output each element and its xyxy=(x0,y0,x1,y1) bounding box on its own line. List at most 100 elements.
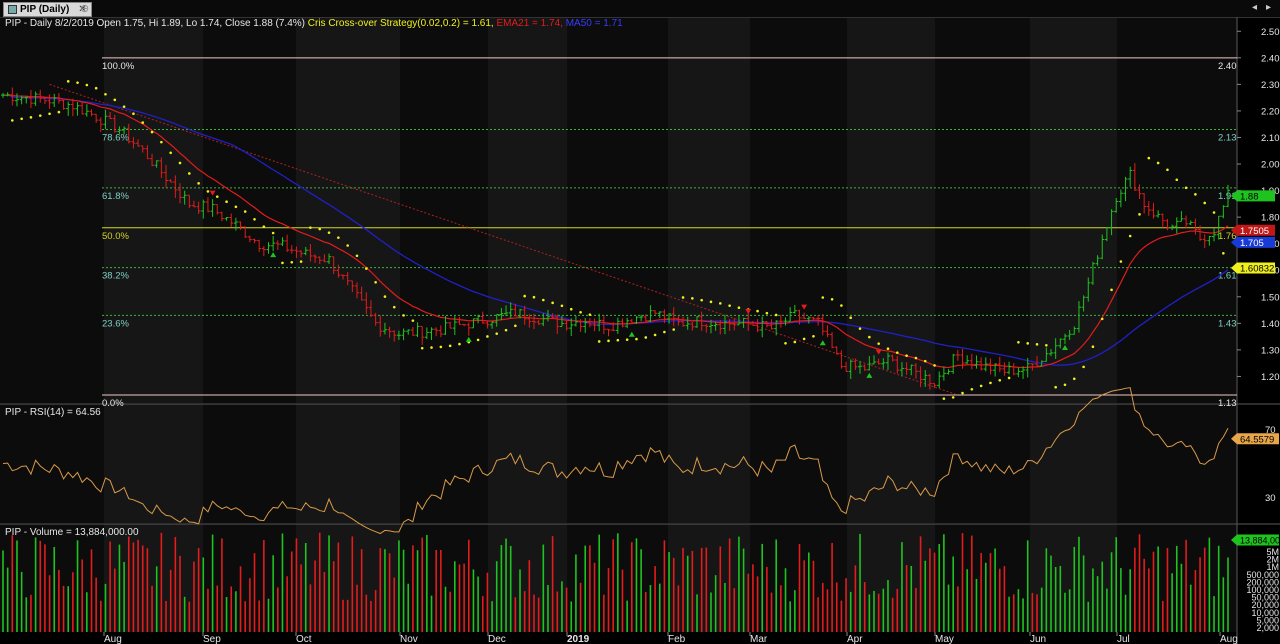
month-label: Dec xyxy=(488,634,506,644)
price-tick-label: 2.00 xyxy=(1261,160,1280,171)
sar-dot xyxy=(1007,376,1011,380)
month-label: Oct xyxy=(296,634,312,644)
month-label: Apr xyxy=(847,634,863,644)
sar-dot xyxy=(784,341,787,345)
sar-dot xyxy=(392,305,396,309)
price-tick-label: 1.80 xyxy=(1261,213,1280,224)
month-band xyxy=(296,404,400,523)
price-tick-label: 2.40 xyxy=(1261,53,1280,64)
sar-dot xyxy=(756,309,759,313)
sar-dot xyxy=(551,301,554,305)
volume-tick-label: 500,000 xyxy=(1246,570,1279,580)
month-label: 2019 xyxy=(567,634,590,644)
month-label: Feb xyxy=(668,634,686,644)
sar-dot xyxy=(942,397,946,400)
sar-dot xyxy=(691,297,694,300)
volume-tick-label: 2M xyxy=(1266,555,1279,565)
sar-dot xyxy=(141,121,145,124)
sar-dot xyxy=(178,161,182,165)
month-band xyxy=(296,18,400,403)
sar-dot xyxy=(1100,317,1104,321)
sar-dot xyxy=(113,98,117,102)
sell-arrow-icon xyxy=(745,309,752,315)
sar-dot xyxy=(597,340,601,343)
sar-dot xyxy=(719,302,722,305)
sar-dot xyxy=(420,346,424,350)
sar-dot xyxy=(1054,385,1057,389)
month-band xyxy=(847,18,935,403)
sar-dot xyxy=(225,200,228,203)
sar-dot xyxy=(337,236,340,239)
sar-dot xyxy=(309,226,312,229)
sar-dot xyxy=(1175,178,1179,182)
month-band xyxy=(847,404,935,523)
sar-dot xyxy=(122,105,126,108)
sar-dot xyxy=(85,83,89,87)
sar-dot xyxy=(644,336,648,339)
fib-pct-label: 38.2% xyxy=(102,271,129,282)
sar-dot xyxy=(57,110,61,114)
sar-dot xyxy=(383,295,387,298)
sar-dot xyxy=(253,217,256,221)
fib-value-label: 1.91 xyxy=(1218,191,1237,202)
sar-dot xyxy=(439,345,443,349)
scroll-right-icon[interactable]: ▸ xyxy=(1266,2,1272,13)
sar-dot xyxy=(830,298,834,301)
fib-value-label: 1.61 xyxy=(1218,271,1237,282)
sar-dot xyxy=(1072,377,1076,381)
price-tick-label: 1.20 xyxy=(1261,372,1280,383)
month-band xyxy=(488,524,567,632)
sar-dot xyxy=(1110,288,1113,292)
sar-dot xyxy=(653,333,657,337)
scroll-left-icon[interactable]: ◂ xyxy=(1252,2,1258,13)
sar-dot xyxy=(579,310,582,314)
sar-dot xyxy=(150,130,154,134)
sell-arrow-icon xyxy=(875,349,882,355)
price-legend-strategy: Cris Cross-over Strategy(0.02,0.2) = 1.6… xyxy=(307,18,494,29)
price-tick-label: 1.40 xyxy=(1261,319,1280,330)
sar-dot xyxy=(215,195,219,198)
month-label: Sep xyxy=(203,634,221,644)
close-icon[interactable]: ✕ xyxy=(78,4,87,15)
sar-dot xyxy=(188,172,191,175)
sar-dot xyxy=(1017,340,1020,344)
price-tick-label: 2.20 xyxy=(1261,106,1280,117)
month-label: Aug xyxy=(104,634,122,644)
sar-dot xyxy=(476,338,480,342)
month-label: May xyxy=(935,634,954,644)
sell-arrow-icon xyxy=(801,304,808,310)
sar-dot xyxy=(625,338,629,341)
tab-pip-daily[interactable]: PIP (Daily) ✕ xyxy=(3,2,92,17)
sar-dot xyxy=(1138,213,1141,216)
month-band xyxy=(104,524,203,632)
close-tag-bg xyxy=(1231,190,1275,202)
ema-tag-bg xyxy=(1231,224,1275,236)
sar-dot xyxy=(318,227,322,231)
sar-dot xyxy=(933,364,936,367)
sar-dot xyxy=(495,332,499,335)
volume-tick-label: 10,000 xyxy=(1251,608,1279,618)
sar-dot xyxy=(765,311,769,315)
volume-tick-label: 50,000 xyxy=(1251,593,1279,603)
sar-dot xyxy=(793,340,797,344)
sar-dot xyxy=(66,80,70,83)
sar-dot xyxy=(989,381,992,385)
sar-dot xyxy=(523,294,526,298)
sar-dot xyxy=(532,295,536,299)
add-tab-icon[interactable]: ⊕ xyxy=(80,3,90,15)
volume-legend: PIP - Volume = 13,884,000.00 xyxy=(5,527,139,538)
sar-dot xyxy=(737,306,741,310)
sar-dot xyxy=(94,86,98,90)
month-band xyxy=(668,18,750,403)
volume-tick-label: 2,000 xyxy=(1256,623,1279,633)
sar-dot xyxy=(1128,234,1132,238)
sar-dot xyxy=(374,280,377,284)
sar-dot xyxy=(197,182,200,185)
volume-tick-label: 200,000 xyxy=(1246,577,1279,587)
sar-tag: 1.60832 xyxy=(1240,264,1274,275)
month-label: Jul xyxy=(1117,634,1130,644)
sar-dot xyxy=(886,347,890,351)
fib-value-label: 2.40 xyxy=(1218,61,1237,72)
rsi-line xyxy=(2,387,1229,535)
